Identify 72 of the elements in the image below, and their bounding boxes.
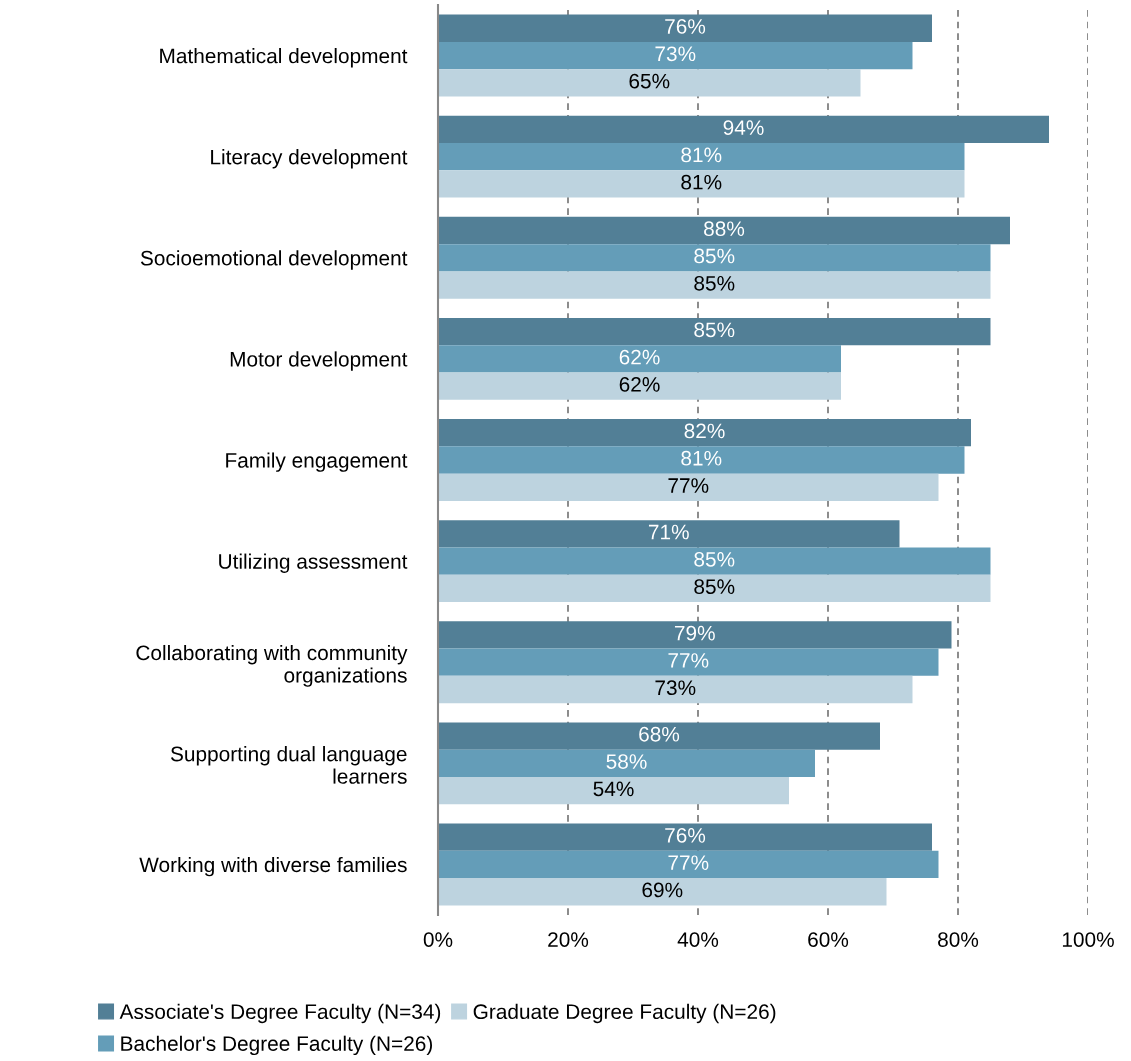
data-label: 85%	[694, 248, 735, 264]
y-tick-label: Family engagement	[226, 452, 408, 472]
bar	[438, 170, 965, 198]
data-label: 85%	[694, 322, 735, 338]
data-label: 73%	[655, 680, 696, 696]
data-label: 85%	[694, 275, 735, 291]
x-tick-label: 60%	[808, 932, 849, 947]
data-label: 85%	[694, 551, 735, 567]
x-tick-label: 40%	[677, 932, 719, 947]
y-tick-label: Supporting dual language learners	[170, 746, 407, 784]
data-label: 73%	[655, 46, 696, 62]
data-label: 81%	[681, 174, 722, 190]
y-tick-label: Motor development	[230, 351, 408, 371]
bar	[438, 621, 952, 649]
data-label: 94%	[723, 120, 764, 135]
bar	[438, 372, 841, 400]
data-label: 77%	[668, 855, 709, 870]
y-tick-label: Mathematical development	[160, 48, 408, 68]
bar	[438, 473, 939, 501]
data-label: 58%	[606, 754, 647, 769]
bar	[438, 143, 965, 171]
bar	[438, 419, 971, 447]
y-tick-label: Literacy development	[211, 149, 408, 169]
bar	[438, 722, 880, 750]
y-tick-label: Utilizing assessment	[219, 553, 408, 573]
data-label: 77%	[668, 478, 709, 493]
bar	[438, 446, 965, 474]
data-label: 79%	[674, 625, 715, 641]
bar	[438, 317, 991, 346]
data-label: 71%	[648, 524, 689, 540]
data-label: 77%	[668, 653, 709, 668]
bar	[438, 14, 932, 42]
data-label: 76%	[665, 19, 706, 34]
bar	[438, 547, 991, 575]
x-tick-label: 0%	[423, 932, 453, 947]
bar	[438, 115, 1049, 144]
bar	[438, 749, 815, 777]
x-tick-label: 80%	[938, 932, 979, 947]
data-label: 82%	[684, 423, 725, 439]
bar	[438, 574, 991, 603]
data-label: 62%	[619, 349, 660, 365]
bar	[438, 216, 1010, 245]
y-tick-label: Working with diverse families	[139, 856, 407, 877]
bar	[438, 244, 991, 272]
y-tick-label: Socioemotional development	[140, 250, 408, 270]
legend-label: Associate's Degree Faculty (N=34)	[119, 1003, 441, 1024]
bar	[438, 271, 991, 299]
bar	[438, 823, 932, 851]
data-label: 88%	[704, 221, 745, 237]
data-label: 62%	[619, 377, 660, 392]
data-label: 54%	[593, 781, 634, 797]
data-label: 69%	[642, 882, 683, 898]
x-tick-label: 20%	[548, 932, 589, 947]
bar	[438, 776, 789, 805]
x-tick-label: 100%	[1062, 932, 1114, 947]
data-label: 81%	[681, 147, 722, 163]
data-label: 81%	[681, 450, 722, 466]
bar	[438, 878, 887, 906]
data-label: 68%	[639, 726, 680, 742]
legend-label: Bachelor's Degree Faculty (N=26)	[121, 1035, 433, 1056]
bar	[438, 675, 913, 704]
bar	[438, 850, 939, 879]
bar	[438, 41, 913, 70]
y-tick-label: Collaborating with community organizations	[136, 644, 408, 687]
bar	[438, 520, 900, 548]
bar	[438, 648, 939, 676]
bar	[438, 345, 841, 373]
legend-label: Graduate Degree Faculty (N=26)	[473, 1003, 776, 1024]
data-label: 85%	[694, 579, 735, 594]
bar	[438, 69, 861, 97]
data-label: 76%	[665, 827, 706, 843]
data-label: 65%	[629, 73, 670, 89]
